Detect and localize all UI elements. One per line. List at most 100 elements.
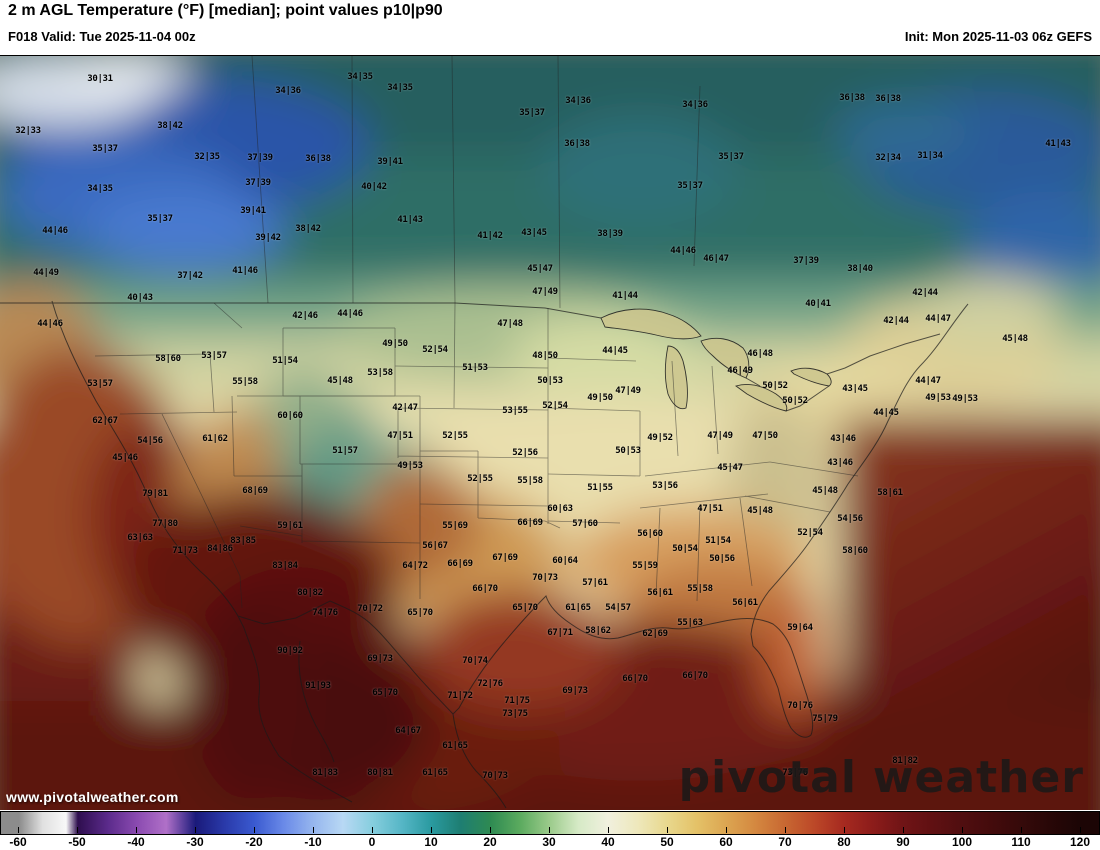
point-value: 90|92 [277, 646, 303, 656]
point-value: 53|57 [87, 379, 113, 389]
point-value: 46|49 [727, 366, 753, 376]
logo-word-weather: weather [872, 752, 1084, 803]
point-value: 83|85 [230, 536, 256, 546]
point-value: 56|67 [422, 541, 448, 551]
point-value: 59|64 [787, 623, 813, 633]
map-title: 2 m AGL Temperature (°F) [median]; point… [8, 2, 443, 19]
colorbar-tick-label: 100 [951, 835, 973, 849]
colorbar-tickmark [844, 827, 845, 833]
point-value: 77|80 [152, 519, 178, 529]
colorbar-tick-label: -30 [186, 835, 204, 849]
point-value: 71|75 [504, 696, 530, 706]
point-value: 80|81 [367, 768, 393, 778]
map-header: 2 m AGL Temperature (°F) [median]; point… [0, 0, 1100, 55]
point-value: 38|39 [597, 229, 623, 239]
temperature-shading [0, 56, 1100, 811]
point-value: 56|61 [647, 588, 673, 598]
point-value: 70|73 [482, 771, 508, 781]
point-value: 74|76 [312, 608, 338, 618]
point-value: 41|46 [232, 266, 258, 276]
point-value: 38|42 [157, 121, 183, 131]
colorbar-tick-label: 110 [1011, 835, 1031, 849]
point-value: 46|48 [747, 349, 773, 359]
point-value: 72|76 [477, 679, 503, 689]
point-value: 40|41 [805, 299, 831, 309]
point-value: 41|43 [397, 215, 423, 225]
point-value: 50|52 [762, 381, 788, 391]
point-value: 54|57 [605, 603, 631, 613]
point-value: 62|67 [92, 416, 118, 426]
point-value: 55|59 [632, 561, 658, 571]
point-value: 54|56 [837, 514, 863, 524]
point-value: 52|54 [422, 345, 448, 355]
point-value: 37|39 [793, 256, 819, 266]
point-value: 64|72 [402, 561, 428, 571]
point-value: 62|69 [642, 629, 668, 639]
colorbar-tickmark [667, 827, 668, 833]
watermark-url: www.pivotalweather.com [6, 789, 179, 805]
point-value: 44|47 [925, 314, 951, 324]
point-value: 39|41 [240, 206, 266, 216]
point-value: 75|79 [812, 714, 838, 724]
point-value: 44|45 [873, 408, 899, 418]
point-value: 79|81 [142, 489, 168, 499]
point-value: 61|62 [202, 434, 228, 444]
point-value: 45|48 [747, 506, 773, 516]
point-value: 70|72 [357, 604, 383, 614]
colorbar-tickmark [18, 827, 19, 833]
point-value: 49|52 [647, 433, 673, 443]
point-value: 36|38 [875, 94, 901, 104]
point-value: 51|54 [705, 536, 731, 546]
colorbar-tickmark [608, 827, 609, 833]
point-value: 35|37 [147, 214, 173, 224]
point-value: 44|46 [337, 309, 363, 319]
colorbar-tickmark [77, 827, 78, 833]
point-value: 32|33 [15, 126, 41, 136]
colorbar-tickmark [254, 827, 255, 833]
colorbar-tickmark [431, 827, 432, 833]
point-value: 47|50 [752, 431, 778, 441]
point-value: 30|31 [87, 74, 113, 84]
colorbar-tick-label: 60 [719, 835, 733, 849]
point-value: 55|69 [442, 521, 468, 531]
point-value: 44|46 [42, 226, 68, 236]
point-value: 58|61 [877, 488, 903, 498]
point-value: 51|53 [462, 363, 488, 373]
map-canvas[interactable]: 30|31 34|35 34|35 34|36 34|36 34|36 36|38 36|38… [0, 55, 1100, 811]
point-value: 37|39 [245, 178, 271, 188]
temperature-field-graphic [0, 56, 1100, 811]
point-value: 35|37 [718, 152, 744, 162]
point-value: 45|46 [112, 453, 138, 463]
point-value: 60|63 [547, 504, 573, 514]
point-value: 49|50 [382, 339, 408, 349]
point-value: 66|69 [447, 559, 473, 569]
temperature-colorbar: -60 -50 -40 -30 -20 -10 0 10 20 30 40 50 60 70 80 90 100… [0, 810, 1100, 850]
point-value: 34|35 [87, 184, 113, 194]
point-value: 59|61 [277, 521, 303, 531]
point-value: 39|41 [377, 157, 403, 167]
point-value: 45|48 [812, 486, 838, 496]
colorbar-tickmark [785, 827, 786, 833]
colorbar-tick-label: 90 [896, 835, 910, 849]
point-value: 40|42 [361, 182, 387, 192]
colorbar-tick-label: 50 [660, 835, 674, 849]
point-value: 73|76 [782, 768, 808, 778]
point-value: 50|53 [615, 446, 641, 456]
point-value: 42|46 [292, 311, 318, 321]
point-value: 42|44 [912, 288, 938, 298]
colorbar-tickmark [1021, 827, 1022, 833]
point-value: 34|36 [682, 100, 708, 110]
point-value: 45|48 [327, 376, 353, 386]
point-value: 44|45 [602, 346, 628, 356]
point-value: 66|70 [622, 674, 648, 684]
colorbar-tick-label: -20 [245, 835, 263, 849]
point-value: 49|53 [925, 393, 951, 403]
point-value: 65|70 [512, 603, 538, 613]
colorbar-tick-label: 70 [778, 835, 792, 849]
point-value: 69|73 [367, 654, 393, 664]
point-value: 43|46 [827, 458, 853, 468]
point-value: 81|82 [892, 756, 918, 766]
point-value: 52|54 [542, 401, 568, 411]
colorbar-tickmark [726, 827, 727, 833]
